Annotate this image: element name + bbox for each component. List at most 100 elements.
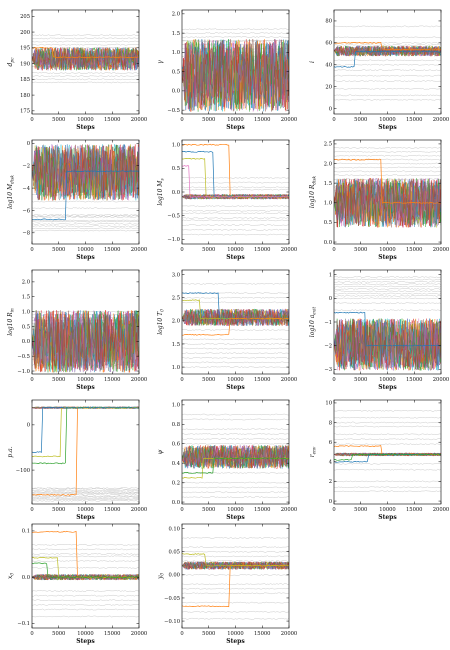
x-tick-label: 5000	[52, 117, 65, 123]
grey-walker-trace	[182, 496, 289, 499]
grey-walker-trace	[182, 301, 289, 304]
grey-walker-trace	[182, 347, 289, 350]
x-tick-label: 0	[332, 247, 335, 253]
trace-area	[32, 310, 139, 373]
grey-walker-trace	[182, 413, 289, 416]
y-axis-label: y0	[157, 573, 165, 580]
x-axis-label: Steps	[76, 514, 95, 521]
grey-walker-trace	[182, 210, 289, 212]
grey-walker-trace	[334, 297, 441, 300]
y-tick-label: −1.0	[167, 237, 180, 243]
grey-walker-trace	[182, 329, 289, 331]
y-tick-label: −1	[324, 320, 332, 326]
y-tick-label: 195	[20, 46, 30, 52]
grey-walker-trace	[182, 176, 289, 179]
subplot-13: 0 5000 10000 15000 20000 −0.1 0.0 0.1 Steps x0	[7, 523, 147, 645]
grey-walker-trace	[334, 462, 441, 465]
grey-walker-trace	[182, 472, 289, 474]
stuck-walker-trace	[182, 564, 289, 608]
grey-walker-trace	[182, 481, 289, 484]
x-tick-label: 10000	[379, 117, 396, 123]
x-tick-label: 20000	[131, 507, 148, 513]
grey-walker-trace	[334, 98, 441, 101]
x-tick-label: 15000	[254, 247, 271, 253]
grey-walker-trace	[334, 290, 441, 293]
y-tick-label: 1.5	[172, 342, 180, 348]
grey-walker-trace	[32, 495, 139, 498]
x-tick-label: 10000	[227, 377, 244, 383]
trace-area	[182, 28, 289, 112]
grey-walker-trace	[334, 292, 441, 295]
grey-walker-trace	[182, 555, 289, 558]
y-tick-label: 6	[329, 440, 332, 446]
y-tick-label: −0.5	[167, 108, 180, 114]
grey-walker-trace	[32, 599, 139, 602]
grey-walker-trace	[334, 146, 441, 149]
y-tick-label: 0.0	[22, 575, 30, 581]
x-tick-label: 20000	[131, 377, 148, 383]
x-axis-label: Steps	[378, 254, 397, 261]
trace-area	[334, 409, 441, 493]
grey-walker-trace	[334, 280, 441, 283]
subplot-7: 0 5000 10000 15000 20000 −1.0 −0.5 0.0 0.5 1.0 1.5…	[7, 269, 148, 391]
y-tick-label: 185	[20, 77, 30, 83]
grey-walker-trace	[32, 494, 139, 496]
grey-walker-trace	[182, 233, 289, 236]
grey-walker-trace	[334, 309, 441, 312]
y-tick-label: 0.5	[172, 166, 180, 172]
x-tick-label: 10000	[379, 247, 396, 253]
y-tick-label: 0.5	[324, 220, 332, 226]
grey-walker-trace	[32, 225, 139, 227]
y-tick-label: 0.0	[172, 190, 180, 196]
walker-trace	[182, 308, 289, 327]
y-tick-label: 2.5	[324, 142, 332, 148]
subplot-8: 0 5000 10000 15000 20000 1.0 1.5 2.0 2.5 3.0 Steps…	[157, 269, 297, 391]
stuck-walker-trace	[182, 150, 289, 198]
grey-walker-trace	[334, 480, 441, 483]
grey-walker-trace	[182, 36, 289, 38]
x-tick-label: 5000	[202, 631, 215, 637]
walker-trace	[32, 310, 139, 373]
walker-trace	[334, 45, 441, 57]
grey-walker-trace	[182, 296, 289, 299]
grey-walker-trace	[182, 212, 289, 215]
grey-walker-trace	[334, 433, 441, 436]
grey-walker-trace	[334, 63, 441, 66]
y-tick-label: 8	[329, 420, 332, 426]
y-tick-label: 2.0	[324, 161, 332, 167]
y-tick-label: 175	[20, 109, 30, 115]
subplot-9: 0 5000 10000 15000 20000 −3 −2 −1 0 1 Steps log10 a…	[309, 269, 449, 391]
x-axis-label: Steps	[378, 384, 397, 391]
y-tick-label: 2.0	[172, 12, 180, 18]
x-tick-label: 20000	[433, 507, 450, 513]
grey-walker-trace	[32, 548, 139, 551]
y-tick-label: 0.0	[22, 339, 30, 345]
grey-walker-trace	[334, 425, 441, 428]
y-axis-label: log10 Rdisk	[309, 175, 317, 208]
y-tick-label: 0.4	[172, 461, 181, 467]
grey-walker-trace	[32, 492, 139, 495]
grey-walker-trace	[182, 486, 289, 489]
grey-walker-trace	[334, 278, 441, 281]
y-axis-label: x0	[7, 573, 15, 579]
grey-walker-trace	[182, 366, 289, 368]
x-tick-label: 0	[332, 377, 335, 383]
x-tick-label: 0	[180, 117, 183, 123]
grey-walker-trace	[32, 491, 139, 494]
x-tick-label: 15000	[406, 247, 423, 253]
y-tick-label: −4	[22, 186, 30, 192]
grey-walker-trace	[334, 36, 441, 39]
grey-walker-trace	[182, 437, 289, 440]
grey-walker-trace	[32, 604, 139, 606]
grey-walker-trace	[32, 78, 139, 81]
x-tick-label: 0	[180, 507, 183, 513]
y-tick-label: 0.6	[172, 442, 180, 448]
grey-walker-trace	[32, 219, 139, 222]
x-tick-label: 20000	[433, 117, 450, 123]
x-tick-label: 15000	[254, 631, 271, 637]
y-tick-label: 0.0	[324, 240, 332, 246]
y-tick-label: −0.05	[164, 596, 180, 602]
y-tick-label: 0.05	[168, 550, 180, 556]
y-tick-label: 1.0	[324, 201, 332, 207]
